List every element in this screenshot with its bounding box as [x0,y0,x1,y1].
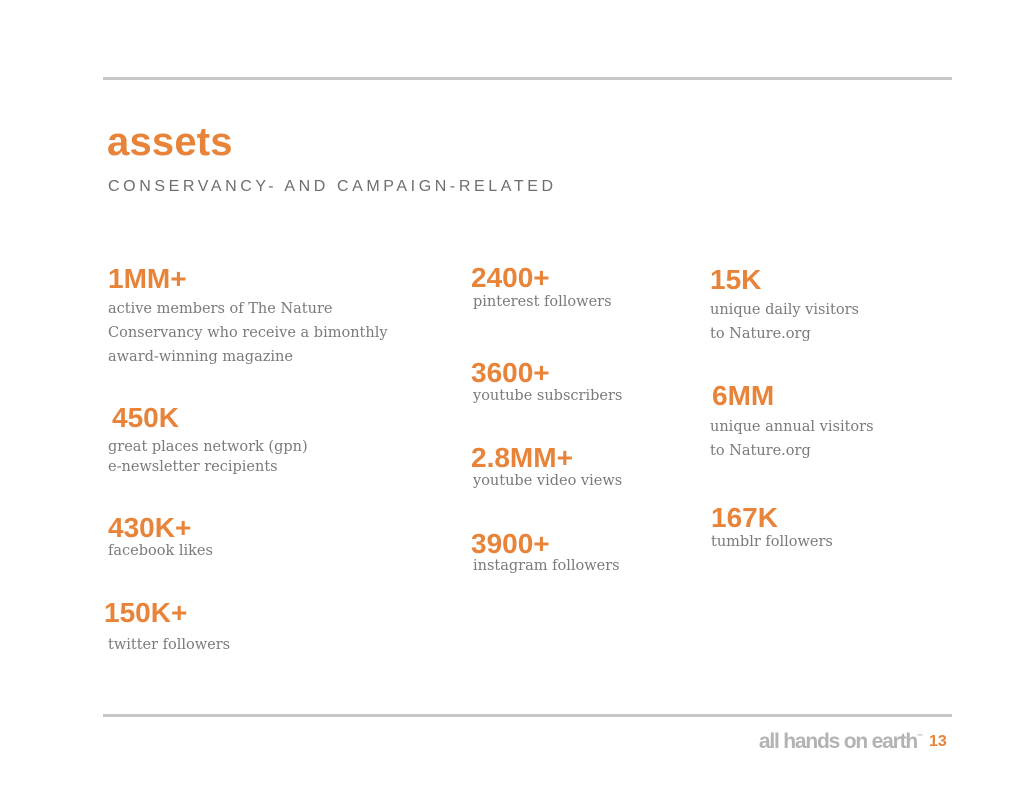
stat-description: twitter followers [108,637,231,653]
stat-description: great places network (gpn) e-newsletter … [108,439,308,475]
stat-facebook: 430K+ facebook likes [108,513,213,563]
stat-value: 3900+ [471,528,550,559]
stat-instagram: 3900+ instagram followers [471,529,620,578]
stat-pinterest: 2400+ pinterest followers [471,263,612,314]
page-number: 13 [929,733,947,750]
stat-description: pinterest followers [473,294,612,310]
stat-twitter: 150K+ twitter followers [104,598,230,657]
stat-value: 2.8MM+ [471,442,573,473]
brand-logo: all hands on earth™ [759,730,923,754]
trademark-mark: ™ [917,734,923,740]
stat-value: 2400+ [471,262,550,293]
stat-value: 3600+ [471,357,550,388]
bottom-divider [103,714,952,717]
page-title: assets [107,120,233,164]
stat-daily-visitors: 15K unique daily visitors to Nature.org [710,265,859,346]
stat-description: facebook likes [108,543,213,559]
stat-annual-visitors: 6MM unique annual visitors to Nature.org [710,381,874,463]
stat-value: 450K [112,402,179,433]
stat-value: 167K [711,502,778,533]
stat-youtube-views: 2.8MM+ youtube video views [471,443,622,493]
stat-tumblr: 167K tumblr followers [711,503,833,554]
stat-description: youtube video views [473,473,623,489]
stat-value: 430K+ [108,512,192,543]
stat-description: unique daily visitors to Nature.org [710,302,859,342]
page-subtitle: CONSERVANCY- AND CAMPAIGN-RELATED [108,178,557,195]
stat-members: 1MM+ active members of The Nature Conser… [108,264,388,369]
stat-value: 1MM+ [108,263,187,294]
stat-gpn-newsletter: 450K great places network (gpn) e-newsle… [108,403,308,477]
stat-description: youtube subscribers [473,388,623,404]
stat-description: unique annual visitors to Nature.org [710,419,874,459]
stat-value: 150K+ [104,597,188,628]
stat-value: 6MM [712,380,775,411]
stat-description: active members of The Nature Conservancy… [108,301,388,365]
stat-value: 15K [710,264,762,295]
stat-description: tumblr followers [711,534,833,550]
brand-wordmark: all hands on earth [758,730,918,753]
top-divider [103,77,952,80]
stat-description: instagram followers [473,558,620,574]
stat-youtube-subscribers: 3600+ youtube subscribers [471,358,622,408]
